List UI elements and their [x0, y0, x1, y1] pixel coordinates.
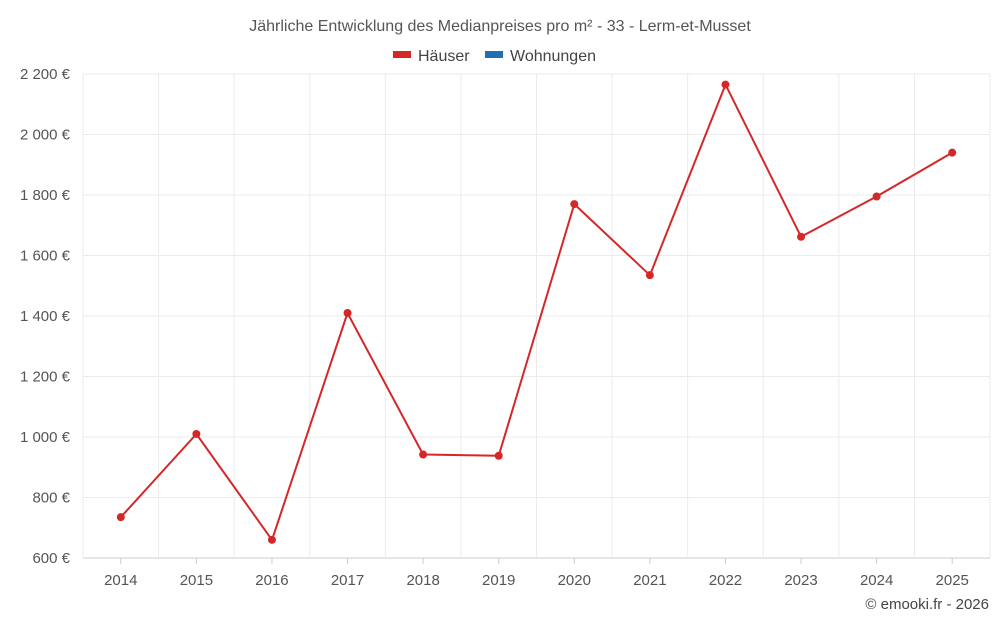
data-point[interactable] — [116, 513, 125, 522]
data-point[interactable] — [797, 232, 806, 241]
x-tick-label: 2024 — [860, 572, 893, 589]
data-point[interactable] — [192, 429, 201, 438]
x-tick-label: 2022 — [709, 572, 742, 589]
x-tick-label: 2016 — [255, 572, 288, 589]
x-tick-label: 2015 — [180, 572, 213, 589]
y-tick-label: 1 400 € — [20, 308, 71, 325]
data-point[interactable] — [645, 271, 654, 280]
data-point[interactable] — [343, 308, 352, 317]
data-point[interactable] — [570, 200, 579, 209]
chart-title: Jährliche Entwicklung des Medianpreises … — [249, 18, 751, 35]
data-point[interactable] — [948, 148, 957, 157]
x-tick-label: 2019 — [482, 572, 515, 589]
x-axis: 2014 2015 2016 2017 2018 2019 2020 2021 2022 2023… — [104, 558, 969, 589]
data-point[interactable] — [721, 80, 730, 89]
series-line-0 — [120, 83, 953, 541]
data-point[interactable] — [494, 451, 503, 460]
legend: Häuser Wohnungen — [393, 48, 596, 65]
grid-lines — [82, 73, 991, 559]
y-tick-label: 600 € — [32, 550, 70, 567]
x-tick-label: 2025 — [936, 572, 969, 589]
x-tick-label: 2021 — [633, 572, 666, 589]
x-tick-label: 2014 — [104, 572, 137, 589]
x-tick-label: 2017 — [331, 572, 364, 589]
x-tick-label: 2020 — [558, 572, 591, 589]
x-tick-label: 2018 — [406, 572, 439, 589]
y-axis: 600 € 800 € 1 000 € 1 200 € 1 400 € 1 600 € 1 … — [20, 66, 71, 567]
series-layer — [116, 80, 957, 544]
y-tick-label: 800 € — [32, 490, 70, 507]
y-tick-label: 1 200 € — [20, 369, 71, 386]
credit-text: © emooki.fr - 2026 — [865, 596, 989, 613]
data-point[interactable] — [419, 450, 428, 459]
legend-swatch-haeuser — [393, 51, 411, 58]
y-tick-label: 2 000 € — [20, 127, 71, 144]
data-point[interactable] — [267, 535, 276, 544]
y-tick-label: 2 200 € — [20, 66, 71, 83]
legend-label-wohnungen[interactable]: Wohnungen — [510, 48, 596, 65]
legend-swatch-wohnungen — [485, 51, 503, 58]
y-tick-label: 1 800 € — [20, 187, 71, 204]
legend-label-haeuser[interactable]: Häuser — [418, 48, 470, 65]
data-point[interactable] — [872, 192, 881, 201]
y-tick-label: 1 000 € — [20, 429, 71, 446]
y-tick-label: 1 600 € — [20, 248, 71, 265]
x-tick-label: 2023 — [784, 572, 817, 589]
